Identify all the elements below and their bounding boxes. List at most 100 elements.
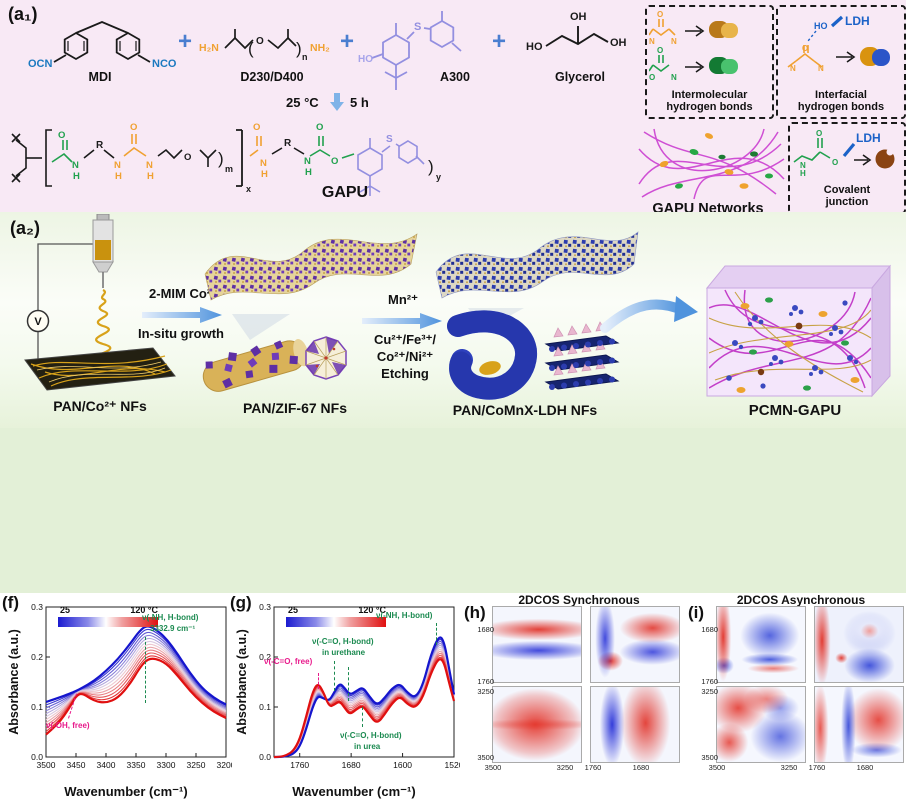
panel-a2-process-scheme: (a₂) V PAN/Co [0, 212, 906, 428]
sem-row: (b) 1 μm (c) 500 nm (d) 10 μm (e) 5 μm [0, 428, 906, 593]
arrow2-etchants-1: Cu²⁺/Fe³⁺/ [373, 332, 437, 347]
atom-o: O [816, 129, 822, 138]
y-tick-label: 0.1 [259, 702, 271, 712]
i-xtick-1680: 1680 [856, 763, 874, 772]
atom-h: H [305, 167, 312, 178]
async-map-oh-vs-co [716, 686, 806, 763]
a300-label: A300 [440, 70, 470, 84]
panel-a1-synthesis-scheme: (a₁) OCN NCO MDI + H₂N ( O [0, 0, 906, 214]
ldh-coated-fiber [447, 310, 537, 400]
plus-sign: + [340, 28, 355, 55]
colorbar-min: 25 [288, 605, 299, 615]
atom-o: O [832, 158, 838, 167]
colorbar-max: 120 °C [130, 605, 158, 615]
h-ytick-1760: 1760 [477, 677, 494, 686]
process-arrow-1 [142, 307, 222, 323]
hbond-dot-markers [736, 297, 860, 393]
jeffamine-right-group: NH₂ [310, 42, 330, 54]
zif67-crystals [205, 340, 298, 389]
panel-a2-tag: (a₂) [10, 218, 40, 238]
atom-n: N [114, 160, 121, 171]
mdi-right-group: NCO [152, 58, 177, 70]
ldh-clusters [726, 300, 859, 389]
atom-o: O [657, 46, 663, 55]
pan-core-exposed [479, 361, 501, 375]
h-xtick-3250: 3250 [556, 763, 574, 772]
step1-caption: PAN/Co²⁺ NFs [53, 398, 147, 414]
syringe-plunger [96, 214, 110, 221]
gapu-m: m [225, 164, 233, 174]
i-ytick-1760: 1760 [701, 677, 718, 686]
i-xtick-3500: 3500 [708, 763, 726, 772]
bracket-close: ) [296, 39, 302, 58]
bracket-open: ( [248, 39, 254, 58]
ether-oxygen: O [256, 36, 264, 47]
syringe-taper [92, 261, 114, 273]
spectrum-curve [273, 636, 456, 759]
i-ytick-3500: 3500 [701, 753, 718, 762]
y-tick-label: 0.3 [259, 602, 271, 612]
plot-f-tag: (f) [2, 593, 19, 612]
reaction-down-arrow [330, 93, 344, 111]
annotation-nh-hbond-g: ν(-NH, H-bond) [376, 611, 433, 620]
atom-o: O [253, 122, 260, 133]
voltage-source [26, 309, 50, 333]
annotation-3332: 3332.9 cm⁻¹ [150, 624, 196, 633]
x-tick-label: 1680 [342, 760, 361, 770]
h-ytick-3250: 3250 [477, 687, 494, 696]
colorbar-gradient [286, 617, 386, 627]
x-tick-label: 3250 [187, 760, 206, 770]
annotation-co-urea-2: in urea [354, 742, 381, 751]
atom-o: O [58, 130, 65, 141]
g-y-axis-label: Absorbance (a.u.) [235, 629, 249, 735]
spectrum-curve [273, 658, 456, 759]
ldh-fiber-closeup [447, 308, 620, 400]
ldh-layered-structure [544, 321, 620, 390]
gapu-network-strands [709, 289, 871, 389]
atom-o: O [184, 152, 191, 163]
interfacial-hbond-diagram: HO LDH O N N [787, 14, 890, 73]
x-tick-label: 3350 [127, 760, 146, 770]
intermolecular-box-label: Intermolecular hydrogen bonds [666, 88, 753, 114]
interfacial-hbond-box: HO LDH O N N Interfacial hydrogen bonds [776, 5, 906, 119]
h-xtick-1680: 1680 [632, 763, 650, 772]
gapu-r2: R [284, 138, 292, 149]
electrospinning-illustration: V [24, 214, 176, 391]
atom-n: N [260, 158, 267, 169]
ldh-membrane-illustration [435, 231, 639, 299]
arrow2-process: Etching [381, 366, 429, 381]
i-ytick-3250: 3250 [701, 687, 718, 696]
mdi-left-group: OCN [28, 58, 53, 70]
process-arrow-2 [362, 313, 442, 329]
mdi-label: MDI [88, 70, 112, 84]
h-ytick-3500: 3500 [477, 753, 494, 762]
y-tick-label: 0.3 [31, 602, 43, 612]
gapu-r1: R [96, 140, 104, 151]
f-x-axis-label: Wavenumber (cm⁻¹) [64, 784, 188, 799]
atom-n: N [72, 160, 79, 171]
syringe-solution [95, 240, 111, 260]
atom-o: O [316, 122, 323, 133]
annotation-co-urethane-2: in urethane [322, 648, 366, 657]
atom-s: S [386, 134, 393, 145]
atom-o: O [802, 44, 808, 53]
y-tick-label: 0.0 [259, 752, 271, 762]
urethane-marker [334, 661, 335, 691]
x-tick-label: 3400 [97, 760, 116, 770]
covalent-box-label: Covalent junction [823, 183, 871, 209]
atom-o: O [657, 11, 663, 19]
async-map-co-vs-co [814, 686, 904, 763]
annotation-co-free: ν(-C=O, free) [264, 657, 313, 666]
y-tick-label: 0.1 [31, 702, 43, 712]
y-tick-label: 0.2 [259, 652, 271, 662]
glycerol-oh-right: OH [610, 37, 627, 49]
glycerol-label: Glycerol [554, 70, 606, 84]
spectrum-curve [45, 625, 227, 706]
step3-caption: PAN/CoMnX-LDH NFs [452, 402, 598, 418]
